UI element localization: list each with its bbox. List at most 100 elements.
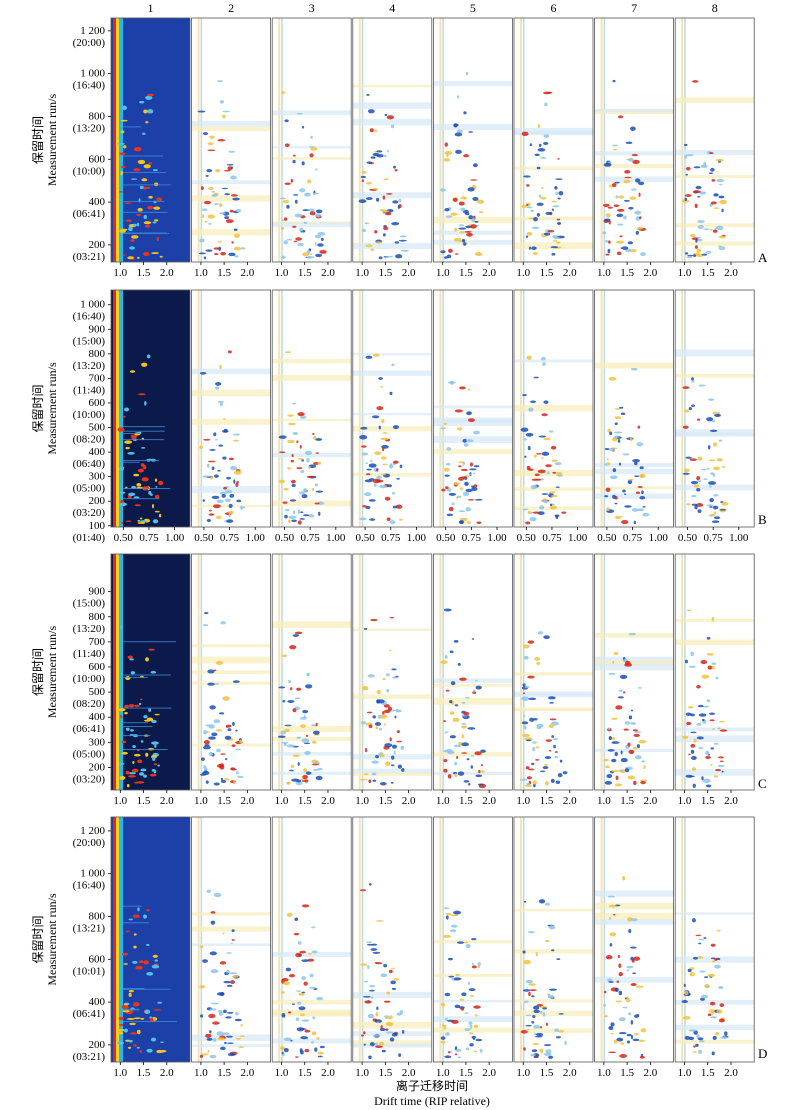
difference-spot xyxy=(370,996,374,999)
signal-spot xyxy=(131,768,139,773)
difference-spot xyxy=(370,948,378,951)
map-background xyxy=(272,18,352,262)
difference-spot xyxy=(224,1041,227,1045)
difference-spot xyxy=(290,687,293,691)
difference-spot xyxy=(389,737,392,742)
background-stripe xyxy=(433,697,513,705)
difference-spot xyxy=(398,239,407,242)
difference-spot xyxy=(629,946,637,949)
difference-spot xyxy=(444,1055,452,1059)
difference-spot xyxy=(285,967,292,972)
signal-spot xyxy=(148,161,152,165)
heatmap-panel: 1.0 1.5 2.0 xyxy=(594,17,674,279)
signal-spot xyxy=(122,952,128,956)
background-stripe xyxy=(675,735,755,743)
difference-spot xyxy=(375,726,378,730)
difference-spot xyxy=(712,960,716,963)
signal-spot xyxy=(148,195,153,199)
panel-content xyxy=(514,18,593,262)
difference-spot xyxy=(315,438,323,441)
background-stripe xyxy=(594,890,674,897)
panel-content xyxy=(272,817,352,1062)
signal-line xyxy=(123,735,151,737)
background-stripe xyxy=(352,1043,432,1048)
difference-spot xyxy=(534,473,540,477)
difference-spot xyxy=(552,471,557,474)
difference-spot xyxy=(311,724,317,727)
difference-spot xyxy=(358,199,367,204)
difference-spot xyxy=(459,521,464,524)
x-tick-label: 1.5 xyxy=(378,795,392,807)
x-tick-label: 1.5 xyxy=(620,1067,634,1079)
difference-spot xyxy=(443,158,451,162)
difference-spot xyxy=(543,635,550,640)
signal-spot xyxy=(139,185,144,190)
difference-spot xyxy=(606,507,610,512)
rip-band xyxy=(603,18,606,262)
difference-spot xyxy=(209,449,216,451)
signal-spot xyxy=(132,960,138,964)
x-tick-label: 2.0 xyxy=(321,267,335,279)
difference-spot xyxy=(382,154,387,158)
y-tick-label: 400 xyxy=(89,996,106,1008)
difference-spot xyxy=(457,1056,461,1059)
difference-spot xyxy=(529,989,537,992)
difference-spot xyxy=(697,509,702,513)
difference-spot xyxy=(537,148,546,152)
rip-band xyxy=(197,290,200,527)
background-stripe xyxy=(272,418,352,422)
difference-spot xyxy=(555,178,563,180)
difference-spot xyxy=(373,483,377,487)
difference-spot xyxy=(608,981,614,983)
difference-spot xyxy=(311,759,318,764)
difference-spot xyxy=(301,991,306,994)
difference-spot xyxy=(631,188,637,191)
difference-spot xyxy=(611,758,617,763)
difference-spot xyxy=(472,163,478,168)
difference-spot xyxy=(284,514,288,519)
difference-spot xyxy=(391,764,395,767)
x-tick-label: 1.0 xyxy=(436,267,450,279)
difference-spot xyxy=(615,195,619,199)
difference-spot xyxy=(608,376,617,381)
difference-spot xyxy=(461,238,466,243)
difference-spot xyxy=(470,765,474,769)
difference-spot xyxy=(449,711,455,715)
difference-spot xyxy=(473,1005,481,1009)
difference-spot xyxy=(623,199,630,202)
difference-spot xyxy=(240,1023,243,1027)
difference-spot xyxy=(622,876,626,881)
difference-spot xyxy=(216,1031,225,1036)
difference-spot xyxy=(282,700,286,703)
difference-spot xyxy=(628,928,632,934)
difference-spot xyxy=(360,720,366,725)
background-stripe xyxy=(191,1044,271,1047)
signal-line xyxy=(123,184,171,186)
heatmap-panel: 0.50 0.75 1.00 xyxy=(191,289,272,544)
x-tick-label: 2.0 xyxy=(240,267,254,279)
difference-spot xyxy=(206,889,211,894)
difference-spot xyxy=(392,425,399,430)
difference-spot xyxy=(630,367,638,371)
difference-spot xyxy=(614,502,618,505)
background-stripe xyxy=(514,1028,593,1033)
signal-spot xyxy=(146,1048,153,1053)
difference-spot xyxy=(552,738,558,741)
difference-spot xyxy=(386,517,391,522)
difference-spot xyxy=(217,469,221,472)
signal-spot xyxy=(120,521,124,524)
difference-spot xyxy=(522,733,530,738)
difference-spot xyxy=(697,1037,704,1041)
difference-spot xyxy=(383,723,387,726)
rip-band xyxy=(113,290,116,527)
difference-spot xyxy=(394,168,398,172)
difference-spot xyxy=(366,161,373,164)
difference-spot xyxy=(629,196,637,200)
difference-spot xyxy=(289,499,297,502)
difference-spot xyxy=(542,1007,547,1010)
background-stripe xyxy=(514,1010,593,1017)
difference-spot xyxy=(376,406,384,411)
difference-spot xyxy=(278,479,286,484)
y-tick-time-label: (06:40) xyxy=(73,458,106,470)
difference-spot xyxy=(217,240,223,243)
